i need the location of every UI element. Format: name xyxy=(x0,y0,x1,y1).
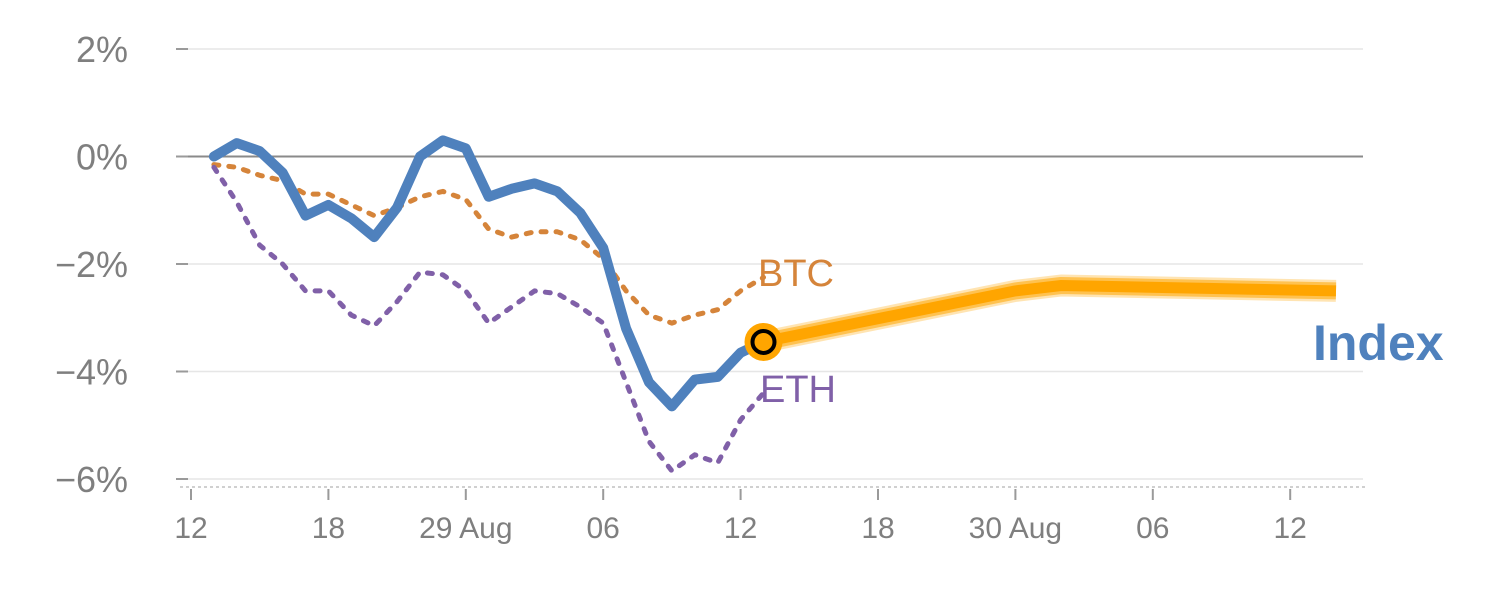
x-axis: 12 18 29 Aug 06 12 18 30 Aug 06 12 xyxy=(174,486,1365,545)
y-axis: 2% 0% −2% −4% −6% xyxy=(55,29,188,500)
x-tick-label: 29 Aug xyxy=(419,512,512,545)
series-line-eth xyxy=(211,164,766,474)
gridlines xyxy=(180,48,1363,480)
series-label-btc: BTC xyxy=(758,253,834,295)
x-tick-label: 18 xyxy=(861,512,894,545)
series-label-eth: ETH xyxy=(760,369,836,411)
forecast-line xyxy=(762,280,1337,348)
x-tick-label: 30 Aug xyxy=(969,512,1062,545)
y-tick-label: 0% xyxy=(76,137,128,178)
y-tick-label: 2% xyxy=(76,29,128,70)
x-tick-label: 06 xyxy=(1136,512,1169,545)
series-lines xyxy=(208,135,1337,474)
current-point-marker xyxy=(744,322,783,361)
x-tick-label: 06 xyxy=(587,512,620,545)
series-labels: BTC ETH Index xyxy=(758,253,1444,411)
x-tick-label: 12 xyxy=(174,512,207,545)
series-line-btc xyxy=(211,162,766,326)
series-line-index xyxy=(208,135,769,412)
y-tick-label: −2% xyxy=(55,244,128,285)
x-tick-label: 18 xyxy=(312,512,345,545)
current-point-dot xyxy=(750,328,777,355)
x-tick-label: 12 xyxy=(1274,512,1307,545)
x-tick-label: 12 xyxy=(724,512,757,545)
y-tick-label: −4% xyxy=(55,352,128,393)
series-label-index: Index xyxy=(1313,315,1444,371)
y-tick-label: −6% xyxy=(55,459,128,500)
